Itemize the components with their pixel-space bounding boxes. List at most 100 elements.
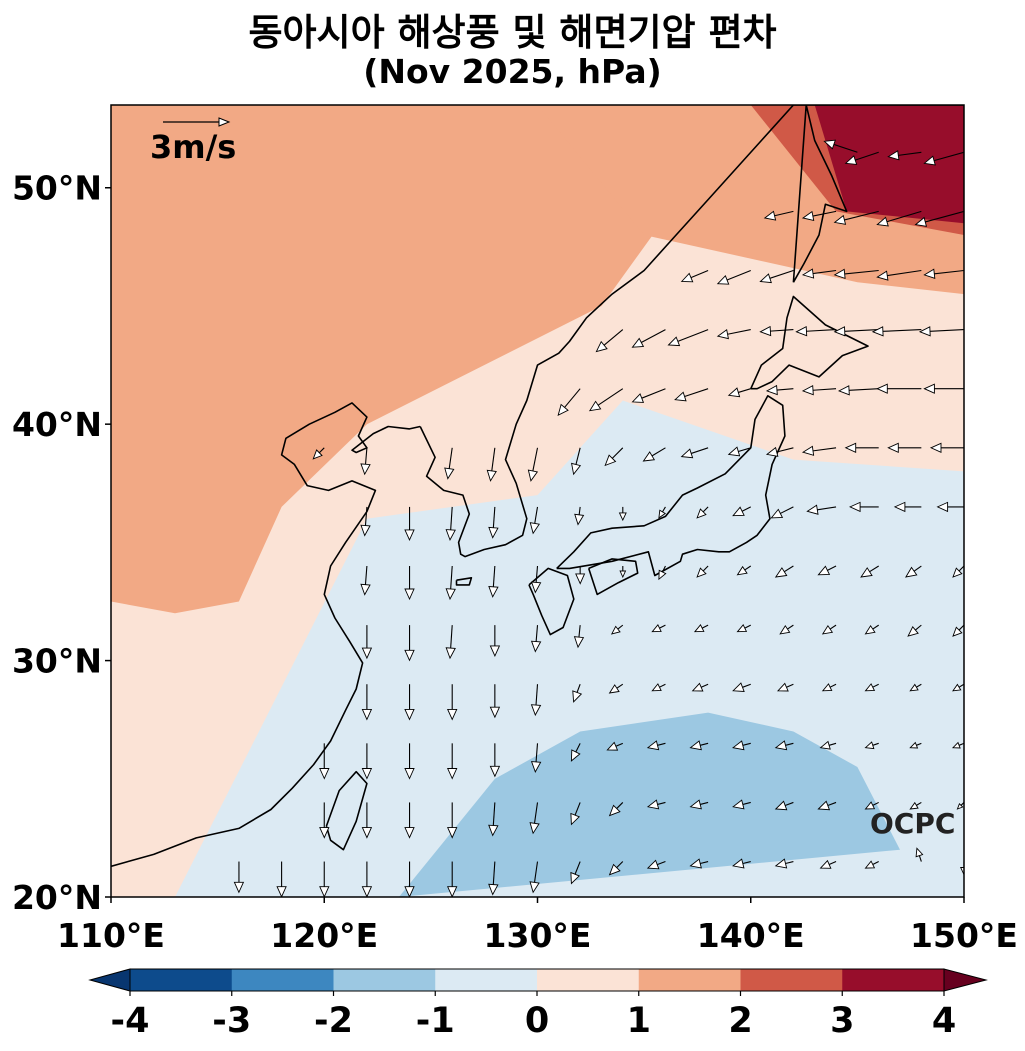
y-tick-label: 30°N bbox=[12, 642, 102, 681]
wind-vector bbox=[360, 565, 371, 596]
colorbar-tick-label: -3 bbox=[212, 1001, 251, 1041]
colorbar-tick-label: 3 bbox=[830, 1001, 854, 1041]
wind-vector bbox=[233, 861, 245, 894]
wind-vector bbox=[801, 210, 837, 221]
wind-vector bbox=[570, 743, 581, 762]
wind-vector bbox=[530, 625, 542, 653]
wind-vector bbox=[404, 802, 415, 839]
wind-vector bbox=[864, 683, 879, 692]
wind-vector bbox=[319, 743, 330, 780]
wind-vector bbox=[360, 447, 371, 476]
wind-vector bbox=[658, 506, 667, 519]
colorbar-tick-label: -4 bbox=[111, 1001, 150, 1041]
wind-vector bbox=[774, 565, 794, 578]
wind-vector bbox=[909, 683, 922, 692]
reference-vector-label: 3m/s bbox=[150, 128, 236, 166]
wind-vector bbox=[923, 151, 964, 166]
wind-vector bbox=[952, 624, 964, 637]
wind-vector bbox=[404, 506, 415, 541]
wind-vector bbox=[570, 861, 581, 885]
wind-vector bbox=[763, 210, 794, 221]
colorbar-extend-low bbox=[88, 968, 131, 992]
wind-vector bbox=[530, 565, 542, 594]
coastline-japan-shikoku bbox=[587, 558, 639, 596]
wind-vector bbox=[447, 743, 458, 780]
wind-vector bbox=[488, 861, 499, 896]
wind-vector bbox=[631, 388, 666, 403]
wind-vector bbox=[736, 623, 751, 633]
wind-vector bbox=[486, 447, 497, 482]
map-area: 3m/s OCPC bbox=[111, 105, 964, 897]
wind-vector bbox=[732, 506, 751, 517]
wind-vector bbox=[732, 799, 751, 810]
colorbar-swatch bbox=[333, 969, 436, 991]
colorbar: -4 -3 -2 -1 0 1 2 3 4 bbox=[88, 968, 988, 1041]
x-tick-label: 110°E bbox=[57, 916, 165, 955]
wind-vector bbox=[631, 329, 666, 348]
wind-vector bbox=[570, 802, 581, 826]
wind-vector bbox=[646, 799, 666, 810]
wind-vector bbox=[833, 268, 879, 280]
wind-vector bbox=[445, 506, 456, 541]
wind-vector bbox=[732, 740, 751, 751]
x-tick-label: 150°E bbox=[910, 916, 1018, 955]
y-tick-label: 40°N bbox=[12, 405, 102, 444]
colorbar-extend-high bbox=[943, 968, 988, 992]
wind-vector bbox=[732, 858, 751, 869]
wind-vector bbox=[529, 861, 540, 894]
wind-vector bbox=[489, 625, 501, 657]
wind-vector bbox=[923, 268, 964, 279]
wind-vector bbox=[667, 329, 709, 347]
wind-vector bbox=[646, 740, 666, 751]
wind-vector bbox=[312, 447, 325, 460]
x-axis-ticks: 110°E 120°E 130°E 140°E 150°E bbox=[57, 897, 1018, 955]
colorbar-swatch bbox=[740, 969, 843, 991]
wind-vector bbox=[871, 326, 922, 337]
colorbar-tick-label: -1 bbox=[416, 1001, 455, 1041]
wind-vector bbox=[821, 683, 837, 692]
wind-vector bbox=[447, 861, 458, 897]
wind-vector bbox=[936, 501, 964, 513]
wind-vector bbox=[864, 860, 879, 869]
wind-vector bbox=[801, 445, 837, 456]
wind-vector bbox=[691, 682, 709, 692]
wind-vector bbox=[573, 625, 585, 649]
wind-vector bbox=[608, 802, 624, 817]
wind-vector bbox=[574, 506, 585, 526]
wind-vector bbox=[529, 506, 540, 535]
wind-vector bbox=[529, 802, 540, 835]
wind-vector bbox=[674, 388, 709, 402]
wind-vector bbox=[774, 800, 794, 811]
wind-vector bbox=[646, 859, 666, 870]
wind-vector bbox=[952, 683, 964, 692]
wind-vector bbox=[588, 388, 624, 412]
wind-vector bbox=[651, 683, 666, 692]
wind-vector bbox=[759, 269, 794, 284]
wind-vector bbox=[608, 683, 624, 694]
wind-vector bbox=[445, 625, 456, 660]
wind-vector bbox=[833, 326, 879, 337]
wind-vector bbox=[887, 150, 922, 161]
coastline-japan-hokkaido bbox=[750, 295, 869, 390]
wind-vector bbox=[876, 269, 922, 281]
wind-vector bbox=[716, 269, 751, 285]
wind-vector bbox=[530, 743, 542, 773]
wind-vector bbox=[732, 682, 751, 692]
wind-vector bbox=[716, 329, 751, 340]
wind-vector bbox=[404, 684, 415, 721]
wind-vector bbox=[361, 743, 373, 780]
wind-vectors bbox=[233, 139, 964, 897]
coastline-taiwan bbox=[325, 770, 368, 851]
wind-vector bbox=[952, 565, 964, 578]
y-axis-ticks: 20°N 30°N 40°N 50°N bbox=[12, 169, 111, 917]
wind-vector bbox=[759, 325, 794, 337]
colorbar-swatch bbox=[435, 969, 538, 991]
colorbar-tick-label: 1 bbox=[627, 1001, 651, 1041]
wind-vector bbox=[844, 151, 879, 165]
wind-vector bbox=[319, 802, 330, 839]
wind-vector bbox=[447, 802, 458, 839]
wind-vector bbox=[572, 684, 583, 703]
wind-vector bbox=[693, 623, 709, 633]
wind-vector bbox=[680, 269, 709, 283]
